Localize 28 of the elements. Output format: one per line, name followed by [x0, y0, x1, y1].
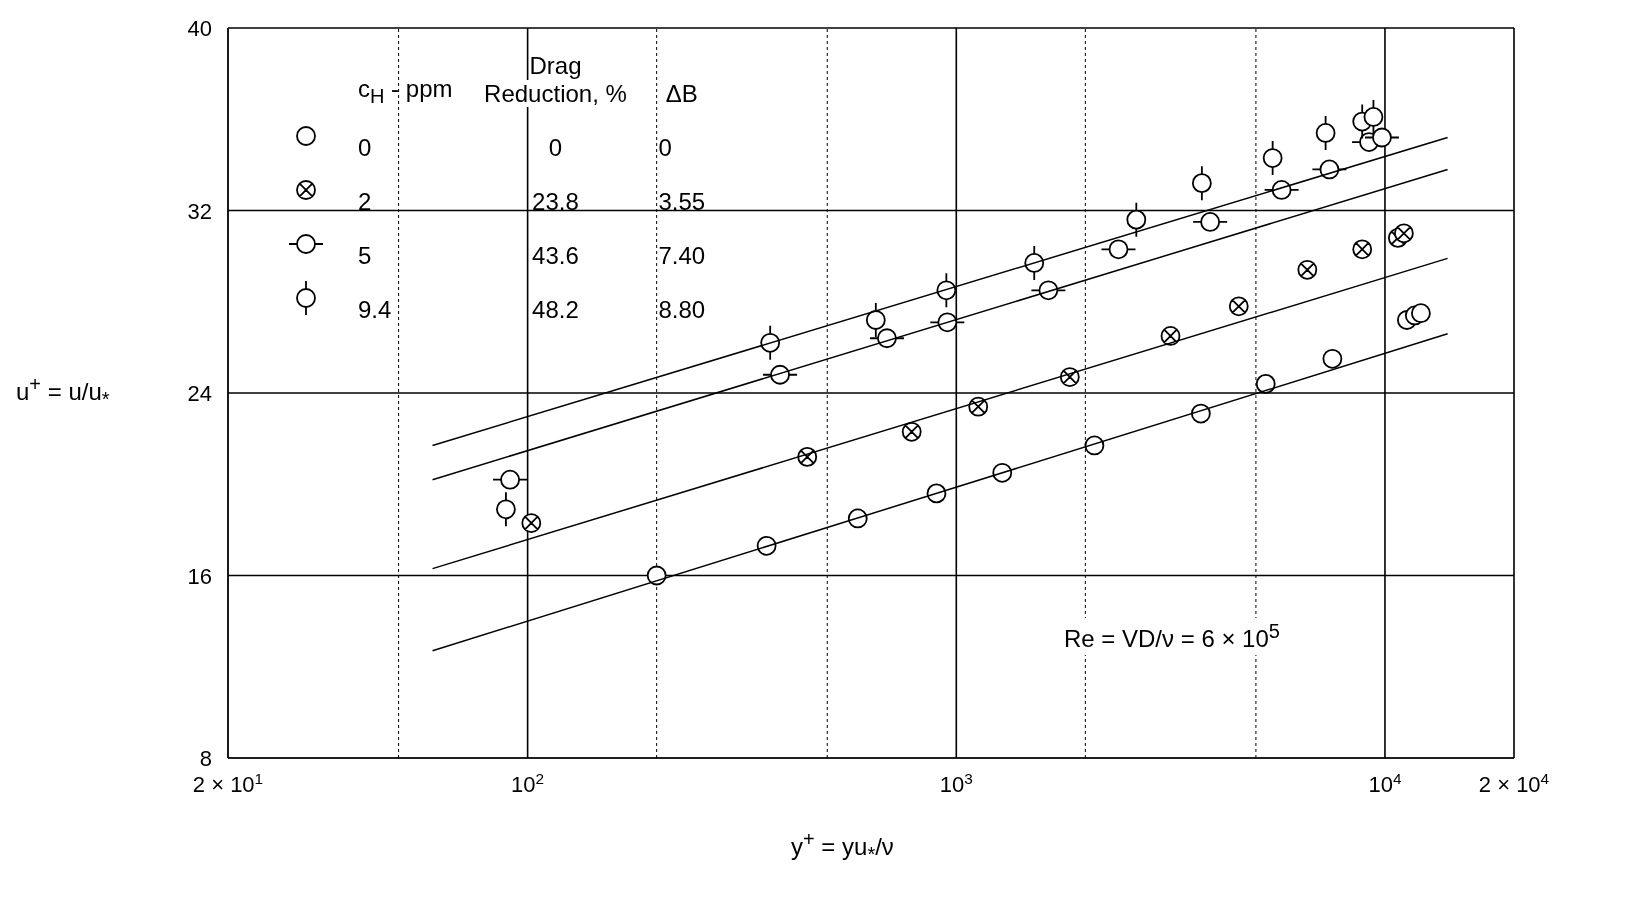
legend-label: 2 — [357, 187, 373, 217]
annotation: Re = VD/ν = 6 × 10$^{5}$ — [1058, 618, 1286, 655]
x-tick-label: 10$^{3}$ — [939, 769, 973, 797]
x-tick-label: 10$^{4}$ — [1368, 769, 1402, 797]
x-tick-label: 2 × 10$^{1}$ — [192, 769, 264, 797]
annotation: 3.55 — [657, 187, 707, 217]
legend-label: 9.4 — [357, 295, 393, 325]
annotation: 43.6 — [531, 241, 580, 271]
legend-title: c$_{H}$ - ppm — [357, 74, 454, 109]
y-tick-label: 24 — [187, 381, 212, 406]
y-tick-label: 8 — [199, 746, 212, 771]
y-tick-label: 32 — [187, 198, 212, 224]
annotation: ΔB — [664, 79, 699, 109]
annotation: 0 — [657, 133, 673, 163]
y-axis-title: u$^{+}$ = u/u$_{*}$ — [16, 373, 110, 411]
y-tick-label: 16 — [187, 563, 212, 589]
annotation: 23.8 — [531, 187, 580, 217]
annotation: 0 — [547, 133, 564, 163]
legend-label: 5 — [357, 241, 373, 271]
x-tick-label: 2 × 10$^{4}$ — [1478, 769, 1550, 797]
annotation: 48.2 — [531, 295, 580, 325]
annotation: 7.40 — [657, 241, 707, 271]
x-tick-label: 10$^{2}$ — [511, 769, 545, 797]
legend-label: 0 — [357, 133, 373, 163]
y-tick-label: 40 — [187, 16, 212, 41]
annotation: 8.80 — [657, 295, 707, 325]
x-axis-title: y$^{+}$ = yu$_{*}$/ν — [791, 828, 894, 866]
annotation: Drag Reduction, % — [484, 52, 627, 107]
